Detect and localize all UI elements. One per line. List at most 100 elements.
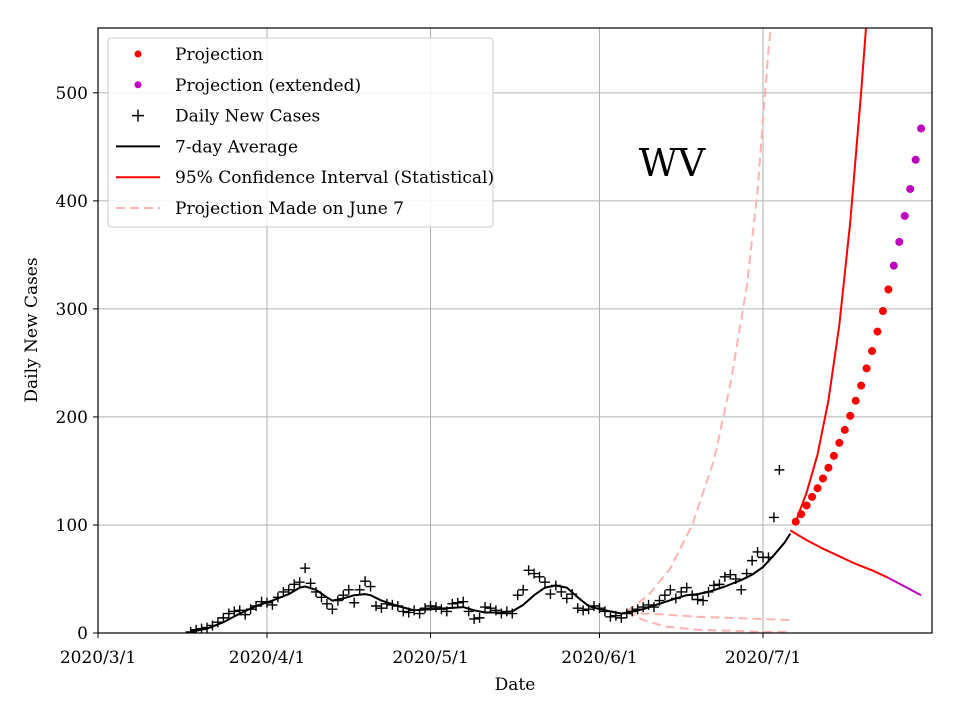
- point-projection: [802, 501, 811, 510]
- point-daily-new-cases: [610, 610, 621, 621]
- point-daily-new-cases: [480, 602, 491, 613]
- point-daily-new-cases: [649, 602, 659, 613]
- x-tick-label: 2020/6/1: [561, 648, 637, 668]
- point-daily-new-cases: [523, 565, 534, 576]
- point-daily-new-cases: [676, 586, 687, 597]
- point-daily-new-cases: [441, 606, 452, 617]
- point-daily-new-cases: [654, 595, 665, 606]
- y-tick-label: 0: [77, 624, 88, 644]
- point-daily-new-cases: [616, 612, 627, 623]
- y-tick-label: 300: [56, 300, 88, 320]
- point-daily-new-cases: [425, 600, 436, 611]
- point-projection: [857, 381, 866, 390]
- point-projection: [862, 364, 871, 373]
- point-daily-new-cases: [256, 596, 267, 607]
- point-daily-new-cases: [229, 606, 240, 617]
- point-daily-new-cases: [594, 603, 605, 614]
- state-annotation: WV: [639, 141, 706, 185]
- y-tick-label: 500: [56, 84, 88, 104]
- point-daily-new-cases: [692, 594, 703, 605]
- series-95-ci-upper: [794, 28, 867, 523]
- point-daily-new-cases: [316, 592, 327, 603]
- point-daily-new-cases: [747, 555, 758, 566]
- point-projection: [797, 510, 806, 519]
- legend-label-ci: 95% Confidence Interval (Statistical): [175, 168, 494, 188]
- point-daily-new-cases: [670, 593, 681, 604]
- point-daily-new-cases: [485, 603, 496, 614]
- legend-label-june7: Projection Made on June 7: [175, 199, 404, 219]
- point-daily-new-cases: [403, 607, 414, 618]
- x-tick-label: 2020/3/1: [60, 648, 136, 668]
- point-daily-new-cases: [529, 568, 540, 579]
- series-june-7-projection-middle: [626, 610, 791, 621]
- legend-marker-daily: [132, 109, 144, 122]
- point-daily-new-cases: [311, 586, 322, 597]
- point-daily-new-cases: [371, 600, 381, 611]
- point-daily-new-cases: [420, 603, 431, 614]
- legend-marker-projection: [134, 50, 142, 58]
- legend-label-projection_ext: Projection (extended): [175, 76, 361, 96]
- point-projection: [829, 451, 838, 460]
- point-daily-new-cases: [212, 617, 223, 628]
- point-projection: [824, 463, 833, 472]
- point-daily-new-cases: [643, 599, 654, 610]
- point-daily-new-cases: [196, 623, 207, 633]
- point-daily-new-cases: [708, 580, 719, 591]
- x-tick-label: 2020/7/1: [725, 648, 801, 668]
- point-daily-new-cases: [272, 592, 283, 603]
- series-june-7-projection-lower: [626, 610, 791, 633]
- point-daily-new-cases: [665, 584, 676, 595]
- point-daily-new-cases: [392, 600, 403, 611]
- point-projection: [878, 307, 887, 316]
- point-daily-new-cases: [294, 577, 305, 588]
- point-daily-new-cases: [599, 606, 610, 617]
- point-daily-new-cases: [681, 582, 692, 593]
- y-tick-label: 200: [56, 408, 88, 428]
- point-daily-new-cases: [414, 608, 425, 619]
- point-daily-new-cases: [283, 584, 294, 595]
- point-projection: [835, 438, 844, 447]
- point-daily-new-cases: [545, 589, 556, 600]
- point-daily-new-cases: [534, 571, 545, 582]
- point-daily-new-cases: [763, 552, 774, 563]
- point-projection: [791, 517, 800, 526]
- point-projection-extended: [906, 184, 915, 193]
- y-tick-label: 400: [56, 192, 88, 212]
- point-projection: [808, 492, 817, 501]
- point-daily-new-cases: [698, 595, 709, 606]
- point-daily-new-cases: [300, 563, 311, 574]
- y-axis-label: Daily New Cases: [22, 257, 42, 402]
- point-daily-new-cases: [474, 612, 485, 623]
- series-95-ci-lower: [789, 529, 889, 579]
- point-daily-new-cases: [774, 464, 785, 475]
- point-daily-new-cases: [234, 605, 245, 616]
- point-daily-new-cases: [561, 593, 572, 604]
- point-daily-new-cases: [567, 589, 578, 600]
- point-daily-new-cases: [261, 597, 272, 608]
- point-daily-new-cases: [578, 605, 589, 616]
- point-daily-new-cases: [381, 598, 392, 609]
- point-daily-new-cases: [659, 590, 670, 601]
- point-daily-new-cases: [289, 579, 300, 590]
- point-daily-new-cases: [490, 605, 501, 616]
- point-daily-new-cases: [349, 597, 360, 608]
- point-daily-new-cases: [638, 602, 649, 613]
- x-tick-label: 2020/4/1: [229, 648, 305, 668]
- point-daily-new-cases: [338, 590, 349, 601]
- point-daily-new-cases: [507, 608, 518, 619]
- legend-label-daily: Daily New Cases: [175, 107, 320, 127]
- point-daily-new-cases: [207, 620, 218, 631]
- point-daily-new-cases: [202, 622, 213, 633]
- y-tick-label: 100: [56, 516, 88, 536]
- point-projection: [884, 285, 893, 294]
- point-daily-new-cases: [632, 604, 643, 615]
- point-daily-new-cases: [621, 608, 632, 619]
- point-daily-new-cases: [539, 577, 550, 588]
- point-daily-new-cases: [327, 604, 338, 615]
- legend-label-avg7: 7-day Average: [175, 137, 298, 157]
- point-daily-new-cases: [730, 573, 741, 584]
- point-daily-new-cases: [321, 598, 332, 609]
- point-daily-new-cases: [469, 613, 480, 624]
- point-projection: [851, 396, 860, 405]
